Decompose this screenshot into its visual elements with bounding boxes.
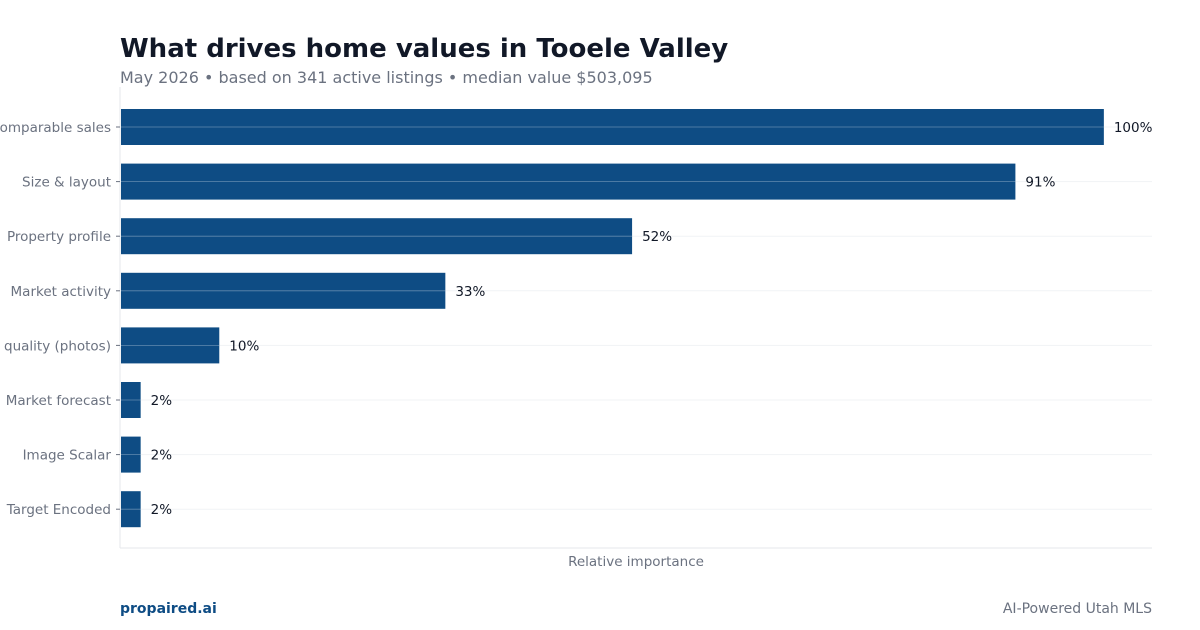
data-label: 100% [1114,120,1153,136]
y-tick-label: Market activity [11,284,111,300]
bar [121,382,141,418]
y-tick-label: Target Encoded [6,502,111,518]
chart-title: What drives home values in Tooele Valley [120,34,729,64]
data-label: 2% [151,502,173,518]
y-tick-label: Image quality (photos) [0,338,111,354]
y-tick-label: Image Scalar [23,448,112,464]
data-label: 10% [229,338,259,354]
brand-logo-text[interactable]: propaired.ai [120,601,217,617]
bar [121,491,141,528]
data-label: 2% [151,393,173,409]
bar [121,436,141,473]
bar [121,163,1016,200]
data-label: 91% [1025,175,1055,191]
x-axis-label: Relative importance [568,554,704,570]
chart-subtitle: May 2026 • based on 341 active listings … [120,68,653,87]
y-tick-label: Size & layout [22,175,111,191]
data-label: 52% [642,229,672,245]
y-tick-label: Comparable sales [0,120,111,136]
bar [121,109,1104,145]
y-tick-label: Market forecast [6,393,111,409]
data-label: 2% [151,448,173,464]
bar [121,218,633,255]
footer-tagline: AI-Powered Utah MLS [1002,601,1152,617]
bar [121,327,220,364]
bar [121,272,446,309]
data-label: 33% [455,284,485,300]
y-tick-label: Property profile [7,229,111,245]
